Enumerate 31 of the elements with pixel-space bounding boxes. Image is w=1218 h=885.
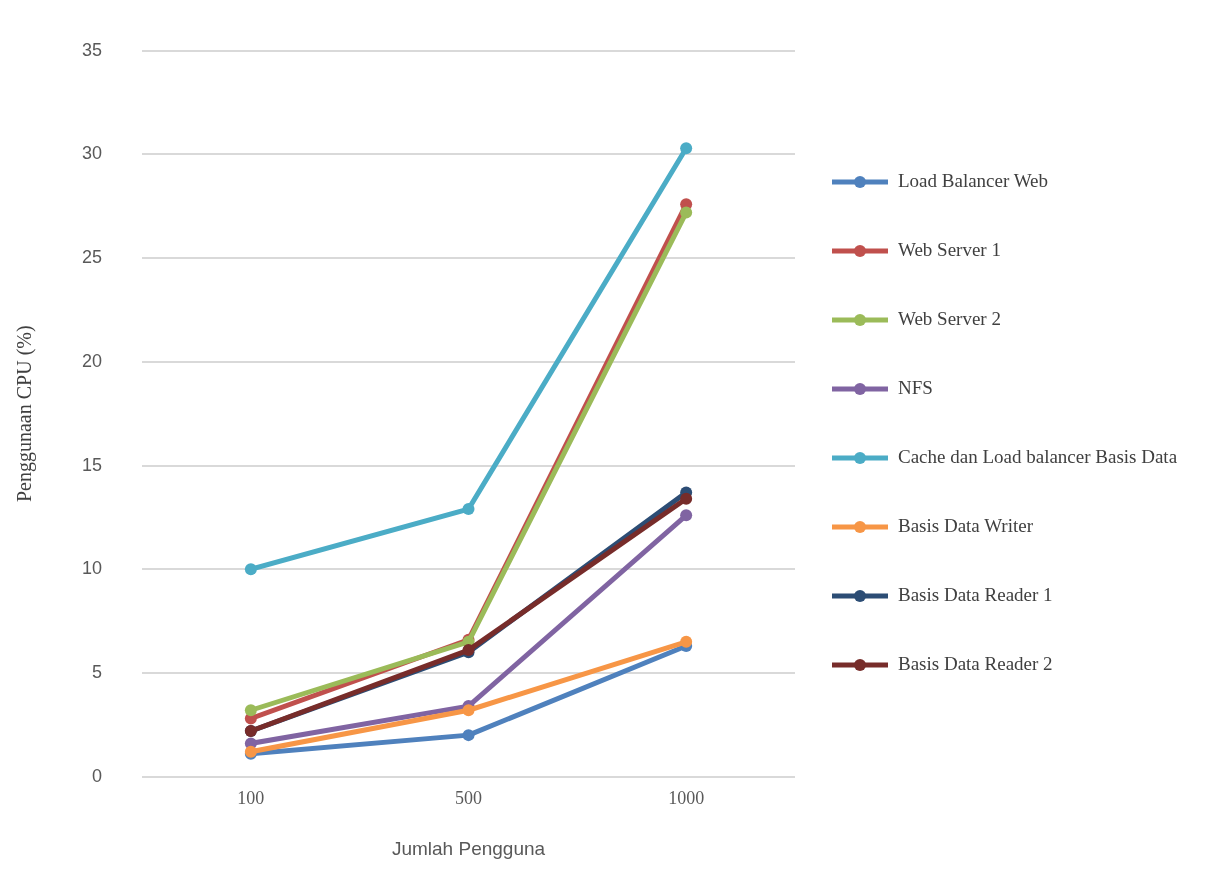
legend-label: Basis Data Reader 2 [898,653,1053,675]
point [680,206,693,219]
x-tick-label: 100 [237,788,265,809]
y-tick-label: 0 [92,765,103,786]
y-tick-label: 5 [92,661,103,682]
point [680,142,693,155]
x-tick-label: 1000 [668,788,705,809]
point [462,704,475,717]
point [462,729,475,742]
point [680,635,693,648]
point [244,704,257,717]
y-tick-label: 35 [81,39,103,60]
point [680,492,693,505]
y-axis-title: Penggunaan CPU (%) [13,325,37,503]
legend-label: NFS [898,377,933,399]
legend-label: Basis Data Reader 1 [898,584,1053,606]
legend-label: Load Balancer Web [898,170,1049,192]
y-tick-label: 25 [81,247,103,268]
y-tick-label: 20 [81,350,103,371]
point [680,509,693,522]
legend-label: Web Server 1 [898,239,1001,261]
point [462,503,475,516]
y-tick-label: 10 [81,558,103,579]
x-axis-title: Jumlah Pengguna [391,837,546,859]
legend-label: Cache dan Load balancer Basis Data [898,446,1178,468]
x-tick-label: 500 [455,788,483,809]
y-tick-label: 15 [81,454,103,475]
legend-label: Basis Data Writer [898,515,1034,537]
point [244,563,257,576]
y-tick-label: 30 [81,143,103,164]
legend-label: Web Server 2 [898,308,1001,330]
